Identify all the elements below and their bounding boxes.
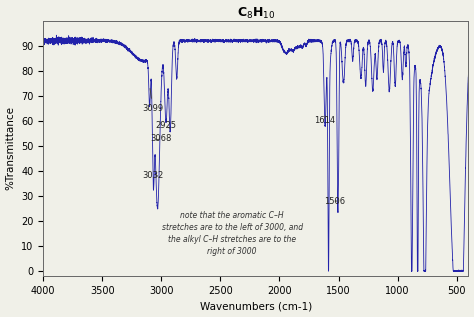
- Text: 1614: 1614: [314, 116, 335, 126]
- Text: 3068: 3068: [151, 134, 172, 143]
- Title: C$_8$H$_{10}$: C$_8$H$_{10}$: [237, 6, 275, 21]
- Text: 2925: 2925: [155, 121, 177, 130]
- Text: 1506: 1506: [325, 197, 346, 205]
- Text: note that the aromatic C–H
stretches are to the left of 3000, and
the alkyl C–H : note that the aromatic C–H stretches are…: [162, 211, 303, 256]
- X-axis label: Wavenumbers (cm-1): Wavenumbers (cm-1): [200, 301, 312, 311]
- Text: 3099: 3099: [142, 88, 164, 113]
- Text: 3032: 3032: [143, 171, 164, 180]
- Y-axis label: %Transmittance: %Transmittance: [6, 107, 16, 191]
